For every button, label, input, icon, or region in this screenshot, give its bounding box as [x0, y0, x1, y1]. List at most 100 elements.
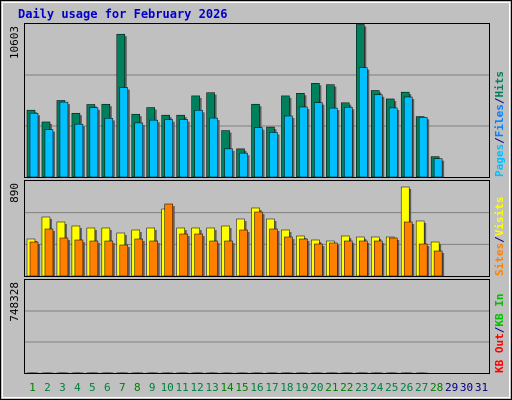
bar-hits-files-day-3	[59, 101, 70, 178]
day-axis-labels: 1 2 3 4 5 6 7 8 9 10 11 12 13 14 15 16 17 18 19 20 21 22 23 24 2…	[29, 381, 488, 394]
day-label-15: 15	[235, 381, 248, 394]
day-label-26: 26	[400, 381, 413, 394]
panel-visits: 890 Sites/Visits	[8, 180, 506, 277]
bar-visits-sites-day-12	[194, 233, 205, 277]
day-label-6: 6	[104, 381, 111, 394]
bar-hits-files-day-24	[374, 94, 385, 178]
day-label-13: 13	[205, 381, 218, 394]
day-label-10: 10	[161, 381, 174, 394]
bar-hits-files-day-8	[134, 122, 145, 178]
bar-visits-sites-day-5	[89, 240, 100, 277]
panel-hits-scale-label: 10603	[8, 26, 21, 59]
bar-visits-sites-day-2-face	[44, 228, 54, 277]
bar-visits-sites-day-22	[344, 240, 355, 277]
bar-visits-sites-day-12-face	[194, 233, 203, 277]
bar-hits-files-day-5-face	[89, 107, 99, 178]
bar-hits-files-day-1	[29, 112, 40, 178]
bar-visits-sites-day-28-face	[433, 250, 443, 277]
bar-hits-files-day-5	[89, 107, 100, 178]
bar-hits-files-day-23-face	[359, 67, 368, 178]
bar-hits-files-day-13-face	[209, 117, 218, 178]
bar-hits-files-day-26	[403, 96, 415, 178]
bar-visits-sites-day-16-face	[254, 211, 263, 277]
bar-hits-files-day-15-face	[239, 152, 248, 178]
bar-hits-files-day-22-face	[344, 107, 353, 178]
panel-hits-legend: Pages/Files/Hits	[493, 71, 506, 177]
bar-visits-sites-day-7	[119, 244, 130, 277]
day-label-3: 3	[59, 381, 66, 394]
bar-hits-files-day-16-face	[254, 127, 263, 178]
day-label-4: 4	[74, 381, 81, 394]
bar-visits-sites-day-16	[254, 211, 265, 277]
day-label-2: 2	[44, 381, 51, 394]
day-label-5: 5	[89, 381, 96, 394]
bar-hits-files-day-18-face	[284, 115, 293, 178]
bar-visits-sites-day-14	[224, 240, 235, 277]
bar-hits-files-day-14	[224, 148, 235, 178]
day-label-16: 16	[250, 381, 263, 394]
bar-hits-files-day-26-face	[403, 96, 413, 178]
bar-visits-sites-day-22-face	[344, 240, 353, 277]
bar-hits-files-day-24-face	[374, 94, 383, 178]
bar-hits-files-day-20	[314, 102, 325, 178]
bar-hits-files-day-20-face	[314, 102, 323, 178]
legend-item-visits-0: Sites	[493, 243, 506, 276]
panel-visits-legend: Sites/Visits	[493, 197, 506, 277]
bar-visits-sites-day-1-face	[29, 241, 39, 277]
bar-visits-sites-day-26	[403, 221, 415, 277]
bar-hits-files-day-23	[359, 67, 370, 178]
bar-hits-files-day-13	[209, 117, 220, 178]
day-label-25: 25	[385, 381, 398, 394]
day-label-20: 20	[310, 381, 323, 394]
legend-item-visits-1: /	[493, 236, 506, 243]
bar-visits-sites-day-6	[104, 240, 115, 277]
legend-item-hits-3: /	[493, 97, 506, 104]
bar-hits-files-day-3-face	[59, 101, 69, 178]
bar-visits-sites-day-24	[374, 240, 385, 277]
chart-panels: 10603Pages/Files/Hits890Sites/Visits7483…	[8, 23, 506, 374]
bar-hits-files-day-6-face	[104, 118, 114, 178]
bar-visits-sites-day-25-face	[388, 237, 398, 277]
day-label-9: 9	[149, 381, 156, 394]
bar-visits-sites-day-11	[179, 233, 190, 277]
bar-hits-files-day-11	[179, 119, 190, 178]
day-label-12: 12	[191, 381, 204, 394]
panel-hits-legend-text: Pages/Files/Hits	[493, 71, 506, 177]
day-label-31: 31	[475, 381, 488, 394]
bar-visits-sites-day-10-face	[164, 203, 173, 277]
legend-item-visits-2: Visits	[493, 197, 506, 237]
day-label-22: 22	[340, 381, 353, 394]
bar-hits-files-day-28-face	[433, 158, 443, 178]
day-label-29: 29	[445, 381, 458, 394]
bar-visits-sites-day-13-face	[209, 240, 218, 277]
bar-hits-files-day-27-face	[418, 117, 428, 178]
bar-visits-sites-day-23-face	[359, 240, 368, 277]
bar-hits-files-day-9	[149, 119, 160, 178]
bar-hits-files-day-22	[344, 107, 355, 178]
bar-hits-files-day-15	[239, 152, 250, 178]
day-label-27: 27	[415, 381, 428, 394]
legend-item-hits-4: Hits	[493, 71, 506, 98]
bar-hits-files-day-1-face	[29, 112, 39, 178]
panel-kbytes-legend-text: KB Out/KB In	[493, 294, 506, 374]
bar-hits-files-day-9-face	[149, 119, 158, 178]
bar-visits-sites-day-15-face	[239, 229, 248, 277]
day-label-14: 14	[220, 381, 234, 394]
panel-visits-legend-text: Sites/Visits	[493, 197, 506, 277]
bar-hits-files-day-17	[269, 132, 280, 178]
bar-hits-files-day-10-face	[164, 119, 173, 178]
day-label-24: 24	[370, 381, 384, 394]
bar-visits-sites-day-8-face	[134, 238, 144, 277]
bar-visits-sites-day-5-face	[89, 240, 99, 277]
panel-visits-scale-label: 890	[8, 183, 21, 203]
bar-hits-files-day-7	[119, 87, 130, 178]
bar-hits-files-day-12	[194, 110, 205, 178]
bar-hits-files-day-2	[44, 129, 55, 178]
bar-visits-sites-day-4	[74, 239, 85, 277]
bar-hits-files-day-8-face	[134, 122, 144, 178]
bar-hits-files-day-2-face	[44, 129, 54, 178]
bar-visits-sites-day-9	[149, 240, 160, 277]
bar-hits-files-day-10	[164, 119, 175, 178]
panel-kbytes: 748328 KB Out/KB In	[8, 279, 506, 374]
legend-item-hits-1: /	[493, 137, 506, 144]
